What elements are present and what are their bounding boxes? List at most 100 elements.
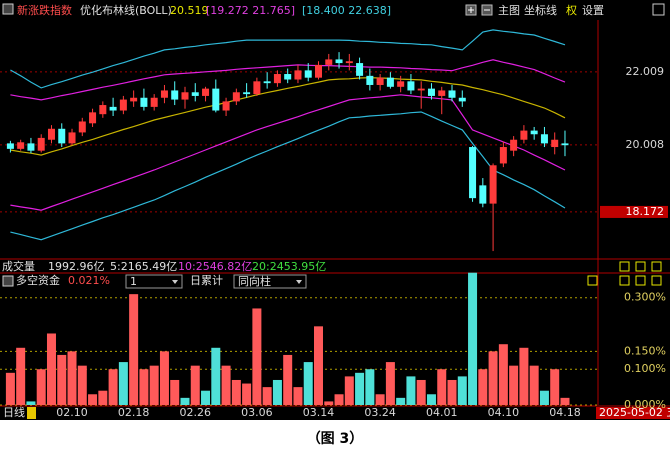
bar	[118, 362, 128, 405]
dropdown-arrow	[296, 280, 302, 284]
candle-body	[489, 165, 497, 204]
price-box	[600, 205, 668, 218]
bar	[365, 369, 375, 405]
x-tick-label: 03.06	[241, 406, 273, 419]
candle-body	[47, 128, 55, 140]
settings-button[interactable]: 设置	[582, 4, 604, 17]
candle-body	[6, 143, 14, 149]
candle-body	[479, 185, 487, 204]
bar	[262, 387, 272, 405]
bar	[324, 401, 334, 405]
dropdown[interactable]	[233, 274, 307, 289]
menu-icon[interactable]	[2, 3, 14, 15]
main-chart-button[interactable]: 主图	[498, 4, 520, 17]
bar	[293, 387, 303, 405]
band-line	[10, 94, 566, 211]
rights-button[interactable]: 权	[566, 4, 577, 17]
bar	[88, 394, 98, 405]
panel-icon[interactable]	[635, 261, 646, 272]
bar	[46, 333, 56, 405]
candle-body	[171, 90, 179, 100]
dropdown[interactable]	[125, 274, 183, 289]
candle-body	[119, 99, 127, 111]
candle-body	[78, 121, 86, 133]
candle-body	[232, 92, 240, 102]
candle-body	[469, 147, 477, 199]
period-icon[interactable]	[27, 407, 36, 419]
bar	[211, 347, 221, 405]
candle-body	[458, 97, 466, 102]
bar	[221, 365, 231, 405]
bar	[426, 394, 436, 405]
candle-body	[510, 139, 518, 151]
panel-icon[interactable]	[619, 261, 630, 272]
y-tick-label: 0.300%	[624, 291, 666, 304]
axis-button[interactable]: 坐标线	[524, 3, 557, 17]
window-icon[interactable]	[652, 3, 665, 16]
period-label[interactable]: 日线	[3, 405, 25, 419]
band-line	[10, 111, 566, 241]
candle-body	[520, 130, 528, 140]
bar	[385, 362, 395, 405]
candle-body	[530, 130, 538, 135]
panel-icon[interactable]	[651, 275, 662, 286]
menu-icon[interactable]	[2, 275, 14, 287]
candle-body	[89, 112, 97, 124]
bar	[344, 376, 354, 405]
mode-label: 日累计	[190, 274, 223, 287]
candle-body	[130, 97, 138, 102]
bar	[416, 379, 426, 405]
boll-inner: [19.272 21.765]	[206, 4, 295, 17]
candle-body	[540, 134, 548, 144]
bar	[201, 390, 211, 405]
bar	[283, 354, 293, 405]
indicator-name[interactable]: 新涨跌指数	[17, 3, 72, 17]
panel-icon[interactable]	[651, 261, 662, 272]
bar	[16, 347, 26, 405]
bar	[498, 344, 508, 405]
y-tick-label: 0.100%	[624, 362, 666, 375]
candle-body	[181, 92, 189, 100]
background	[0, 0, 670, 420]
volume-value: 1992.96亿	[48, 260, 105, 273]
dropdown-arrow	[172, 280, 178, 284]
candle-body	[37, 137, 45, 151]
candle-body	[243, 92, 251, 95]
y-tick-label: 0.000%	[624, 398, 666, 411]
candle-body	[335, 59, 343, 64]
x-tick-label: 04.01	[426, 406, 458, 419]
bar	[170, 379, 180, 405]
bar	[252, 308, 262, 405]
bar	[437, 369, 447, 405]
bar	[560, 397, 570, 405]
candle-body	[438, 90, 446, 96]
price-label: 18.172	[626, 205, 665, 218]
bar	[334, 394, 344, 405]
candle-body	[417, 88, 425, 91]
candle-body	[407, 81, 415, 91]
candle-body	[99, 105, 107, 115]
panel-icon[interactable]	[619, 275, 630, 286]
caption: （图 3）	[307, 431, 364, 447]
bar	[57, 354, 67, 405]
bar	[468, 272, 478, 405]
panel-icon[interactable]	[587, 275, 598, 286]
bar	[5, 372, 15, 405]
candle-body	[376, 77, 384, 85]
candle-body	[366, 75, 374, 85]
bar	[231, 379, 241, 405]
candle-body	[315, 64, 322, 78]
panel-icon[interactable]	[635, 275, 646, 286]
candle-body	[140, 97, 148, 107]
volume-label: 成交量	[2, 259, 35, 273]
ma5: 5:2165.49亿	[110, 260, 177, 273]
bar	[98, 390, 108, 405]
bar	[478, 369, 488, 405]
band-line	[10, 29, 566, 89]
ma10: 10:2546.82亿	[178, 260, 252, 273]
bar	[539, 390, 549, 405]
candle-body	[561, 143, 569, 146]
x-tick-label: 02.18	[118, 406, 150, 419]
x-tick-label: 02.26	[180, 406, 212, 419]
